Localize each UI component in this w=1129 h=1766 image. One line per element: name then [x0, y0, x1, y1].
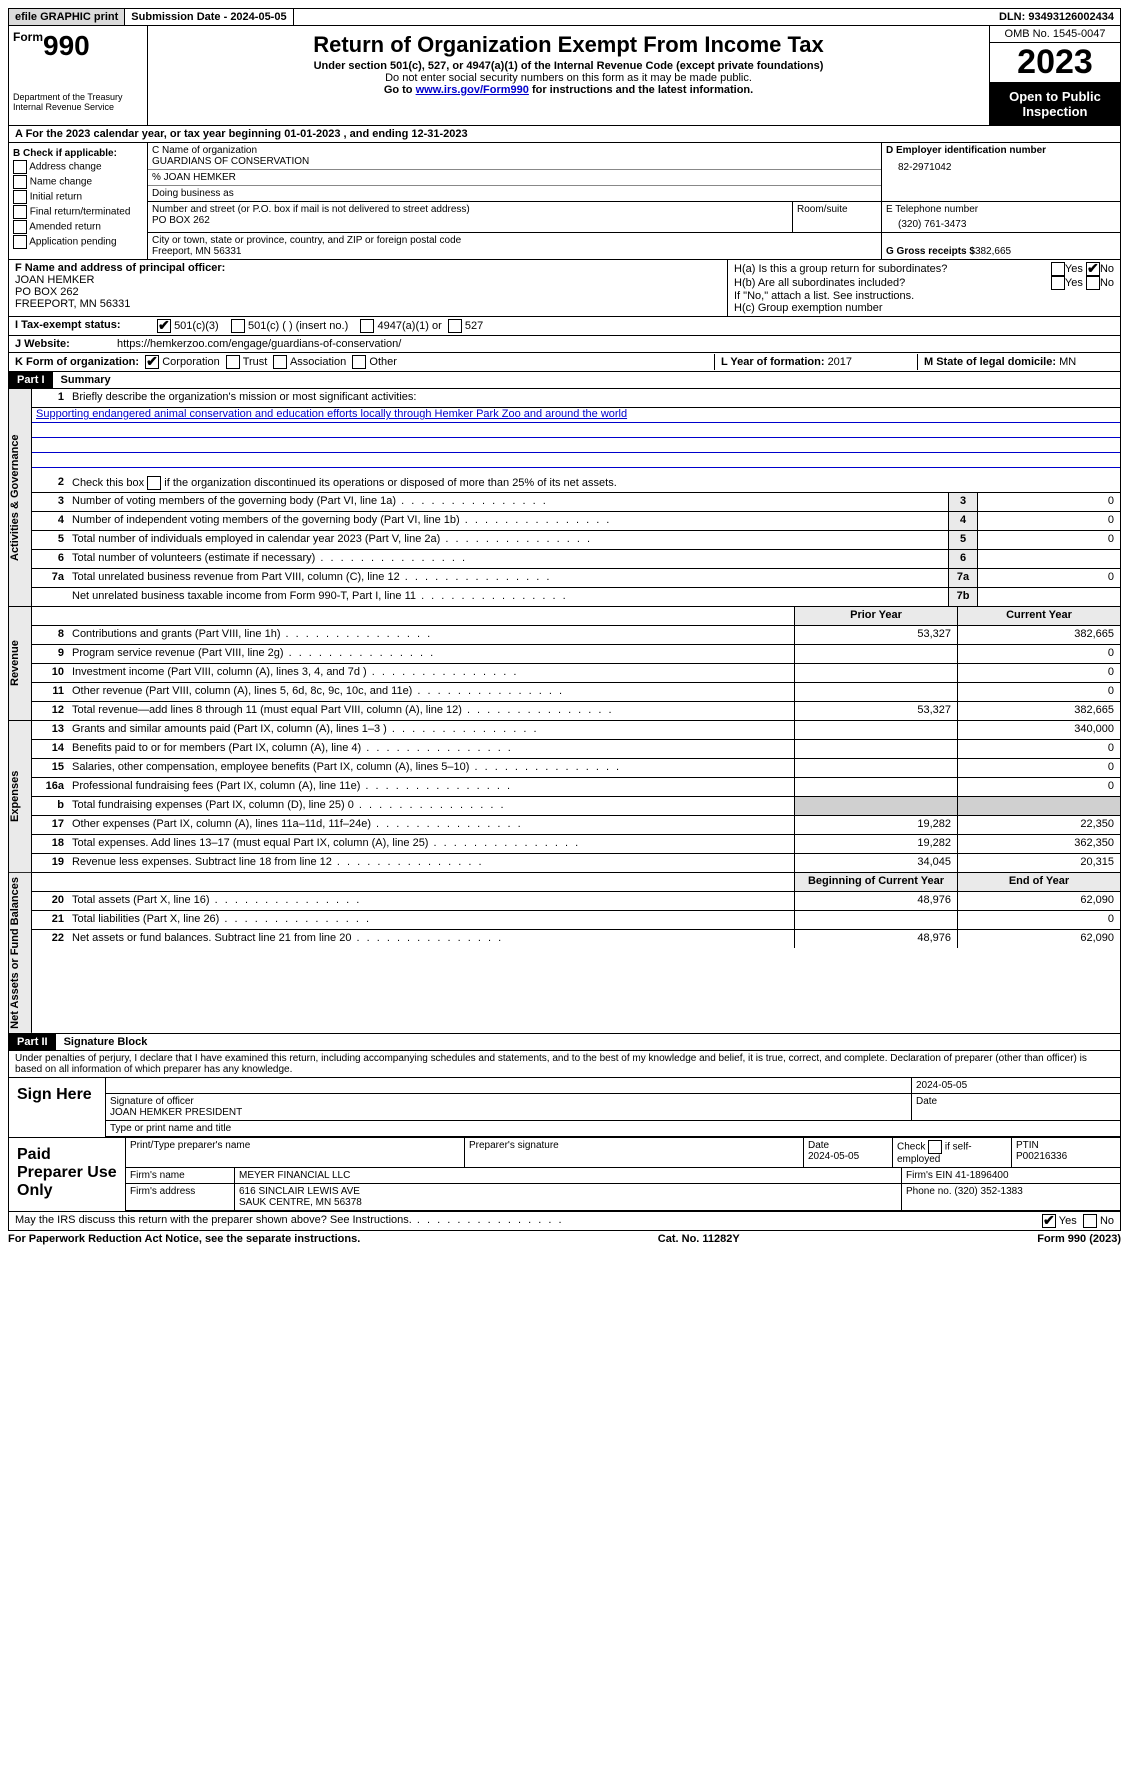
sig-date: 2024-05-05 [912, 1078, 1120, 1093]
firm-addr2: SAUK CENTRE, MN 56378 [239, 1197, 362, 1208]
dln: DLN: 93493126002434 [993, 9, 1120, 25]
org-name-label: C Name of organization [152, 145, 877, 156]
block-bcd: B Check if applicable: Address change Na… [8, 143, 1121, 260]
prep-date: 2024-05-05 [808, 1151, 859, 1162]
chk-final-return[interactable] [13, 205, 27, 219]
vtab-expenses: Expenses [9, 721, 32, 872]
principal-addr1: PO BOX 262 [15, 286, 721, 298]
irs-link[interactable]: www.irs.gov/Form990 [416, 84, 529, 96]
form-title: Return of Organization Exempt From Incom… [152, 32, 985, 58]
chk-association[interactable] [273, 355, 287, 369]
dba-label: Doing business as [152, 188, 877, 199]
vtab-governance: Activities & Governance [9, 389, 32, 606]
chk-amended-return[interactable] [13, 220, 27, 234]
chk-self-employed[interactable] [928, 1140, 942, 1154]
org-name: GUARDIANS OF CONSERVATION [152, 156, 877, 167]
row-j-website: J Website: https://hemkerzoo.com/engage/… [8, 336, 1121, 353]
state-domicile: MN [1059, 356, 1076, 368]
paid-preparer-block: Paid Preparer Use Only Print/Type prepar… [8, 1138, 1121, 1212]
chk-4947[interactable] [360, 319, 374, 333]
discuss-row: May the IRS discuss this return with the… [8, 1212, 1121, 1231]
officer-name: JOAN HEMKER PRESIDENT [110, 1107, 242, 1118]
street-label: Number and street (or P.O. box if mail i… [152, 204, 788, 215]
gross-receipts-label: G Gross receipts $ [886, 246, 975, 257]
street-value: PO BOX 262 [152, 215, 788, 226]
chk-other[interactable] [352, 355, 366, 369]
vtab-revenue: Revenue [9, 607, 32, 720]
vtab-netassets: Net Assets or Fund Balances [9, 873, 32, 1033]
website-url[interactable]: https://hemkerzoo.com/engage/guardians-o… [111, 336, 1120, 352]
hb-label: H(b) Are all subordinates included? [734, 277, 1051, 289]
hc-label: H(c) Group exemption number [734, 302, 1114, 314]
omb-number: OMB No. 1545-0047 [990, 26, 1120, 43]
phone-value: (320) 761-3473 [886, 215, 1116, 230]
room-suite-label: Room/suite [793, 202, 881, 232]
gross-receipts-value: 382,665 [975, 246, 1011, 257]
sign-here-label: Sign Here [9, 1078, 106, 1137]
col-b-checkboxes: B Check if applicable: Address change Na… [9, 143, 148, 259]
paid-preparer-label: Paid Preparer Use Only [9, 1138, 126, 1211]
chk-application-pending[interactable] [13, 235, 27, 249]
chk-ha-no[interactable] [1086, 262, 1100, 276]
page-footer: For Paperwork Reduction Act Notice, see … [8, 1231, 1121, 1247]
chk-trust[interactable] [226, 355, 240, 369]
year-formation: 2017 [828, 356, 852, 368]
ha-label: H(a) Is this a group return for subordin… [734, 263, 1051, 275]
firm-phone: (320) 352-1383 [954, 1186, 1022, 1197]
principal-addr2: FREEPORT, MN 56331 [15, 298, 721, 310]
chk-discuss-no[interactable] [1083, 1214, 1097, 1228]
top-bar: efile GRAPHIC print Submission Date - 20… [8, 8, 1121, 26]
chk-hb-no[interactable] [1086, 276, 1100, 290]
principal-name: JOAN HEMKER [15, 274, 721, 286]
hb-note: If "No," attach a list. See instructions… [734, 290, 1114, 302]
care-of: % JOAN HEMKER [152, 172, 877, 183]
form-note-link: Go to www.irs.gov/Form990 for instructio… [152, 84, 985, 96]
row-a-tax-year: A For the 2023 calendar year, or tax yea… [8, 126, 1121, 143]
form-header: Form990 Department of the Treasury Inter… [8, 26, 1121, 126]
chk-501c[interactable] [231, 319, 245, 333]
ein-label: D Employer identification number [886, 145, 1116, 156]
form-subtitle: Under section 501(c), 527, or 4947(a)(1)… [152, 60, 985, 72]
form-number: Form990 [13, 30, 143, 62]
part2-header: Part II Signature Block [8, 1034, 1121, 1051]
mission-text: Supporting endangered animal conservatio… [32, 408, 1120, 423]
chk-address-change[interactable] [13, 160, 27, 174]
city-value: Freeport, MN 56331 [152, 246, 877, 257]
form-note-ssn: Do not enter social security numbers on … [152, 72, 985, 84]
chk-name-change[interactable] [13, 175, 27, 189]
efile-print-button[interactable]: efile GRAPHIC print [9, 9, 125, 25]
chk-discontinued[interactable] [147, 476, 161, 490]
section-expenses: Expenses 13Grants and similar amounts pa… [8, 721, 1121, 873]
part1-header: Part I Summary [8, 372, 1121, 389]
chk-501c3[interactable] [157, 319, 171, 333]
ein-value: 82-2971042 [886, 156, 1116, 173]
firm-ein: 41-1896400 [955, 1170, 1008, 1181]
dept-treasury: Department of the Treasury Internal Reve… [13, 92, 143, 112]
perjury-statement: Under penalties of perjury, I declare th… [8, 1051, 1121, 1078]
chk-hb-yes[interactable] [1051, 276, 1065, 290]
section-netassets: Net Assets or Fund Balances Beginning of… [8, 873, 1121, 1034]
row-klm: K Form of organization: Corporation Trus… [8, 353, 1121, 372]
firm-name: MEYER FINANCIAL LLC [235, 1168, 902, 1183]
principal-officer-label: F Name and address of principal officer: [15, 262, 721, 274]
city-label: City or town, state or province, country… [152, 235, 877, 246]
submission-date: Submission Date - 2024-05-05 [125, 9, 293, 25]
firm-addr1: 616 SINCLAIR LEWIS AVE [239, 1186, 360, 1197]
section-revenue: Revenue Prior Year Current Year 8Contrib… [8, 607, 1121, 721]
sign-here-block: Sign Here 2024-05-05 Signature of office… [8, 1078, 1121, 1138]
tax-year: 2023 [990, 43, 1120, 83]
chk-corporation[interactable] [145, 355, 159, 369]
ptin-value: P00216336 [1016, 1151, 1067, 1162]
public-inspection: Open to Public Inspection [990, 83, 1120, 125]
phone-label: E Telephone number [886, 204, 1116, 215]
chk-initial-return[interactable] [13, 190, 27, 204]
row-i-tax-status: I Tax-exempt status: 501(c)(3) 501(c) ( … [8, 317, 1121, 336]
row-fh: F Name and address of principal officer:… [8, 260, 1121, 317]
chk-527[interactable] [448, 319, 462, 333]
chk-discuss-yes[interactable] [1042, 1214, 1056, 1228]
chk-ha-yes[interactable] [1051, 262, 1065, 276]
section-governance: Activities & Governance 1Briefly describ… [8, 389, 1121, 607]
